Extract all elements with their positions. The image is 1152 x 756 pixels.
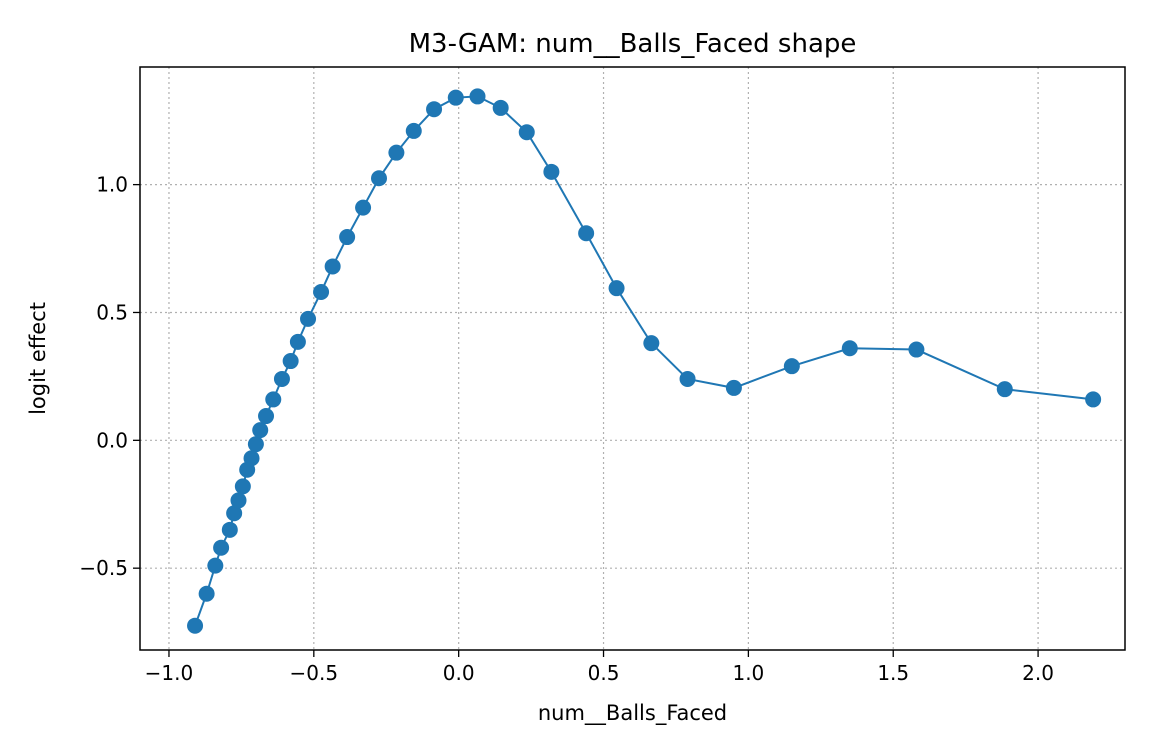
- data-point: [313, 284, 330, 301]
- x-tick-label: 2.0: [1022, 661, 1054, 685]
- data-point: [247, 436, 264, 453]
- grid-layer: [140, 67, 1125, 650]
- data-point: [243, 450, 260, 467]
- data-point: [221, 521, 238, 538]
- y-tick-label: 1.0: [96, 173, 128, 197]
- data-point: [578, 225, 595, 242]
- x-tick-label: 1.0: [732, 661, 764, 685]
- x-tick-label: 1.5: [877, 661, 909, 685]
- data-point: [226, 505, 243, 522]
- data-point: [207, 557, 224, 574]
- data-point: [339, 229, 356, 246]
- data-point: [783, 358, 800, 375]
- data-point: [908, 341, 925, 358]
- data-point: [388, 144, 405, 161]
- data-point: [355, 199, 372, 216]
- data-point: [996, 381, 1013, 398]
- x-tick-label: −0.5: [290, 661, 339, 685]
- data-point: [300, 310, 317, 327]
- data-point: [518, 124, 535, 141]
- data-point: [324, 258, 341, 275]
- data-point: [608, 280, 625, 297]
- data-point: [187, 617, 204, 634]
- data-point: [643, 335, 660, 352]
- tick-layer: −1.0 −0.5 0.0 0.5 1.0 1.5 2.0 −0.5 0.0 0.5 1.0: [79, 173, 1054, 685]
- data-point: [405, 122, 422, 139]
- data-point: [198, 585, 215, 602]
- y-tick-label: 0.5: [96, 300, 128, 324]
- data-point: [234, 478, 251, 495]
- x-tick-label: −1.0: [145, 661, 194, 685]
- data-point: [469, 88, 486, 105]
- data-point: [371, 170, 388, 187]
- data-point: [1085, 391, 1102, 408]
- plot-frame: [139, 66, 1126, 651]
- data-point: [841, 340, 858, 357]
- x-axis-label: num__Balls_Faced: [538, 701, 727, 726]
- series-layer: [187, 88, 1102, 634]
- data-point: [289, 333, 306, 350]
- data-point: [426, 101, 443, 118]
- data-point: [543, 163, 560, 180]
- data-point: [282, 353, 299, 370]
- data-point: [725, 379, 742, 396]
- y-axis-label: logit effect: [26, 302, 50, 415]
- data-point: [213, 539, 230, 556]
- chart-title: M3-GAM: num__Balls_Faced shape: [409, 29, 857, 59]
- y-tick-label: 0.0: [96, 428, 128, 452]
- data-point: [492, 99, 509, 116]
- data-point: [252, 422, 269, 439]
- data-point: [265, 391, 282, 408]
- data-point: [258, 408, 275, 425]
- data-point: [679, 370, 696, 387]
- x-tick-label: 0.0: [443, 661, 475, 685]
- data-point: [230, 492, 247, 509]
- series-line: [194, 95, 1094, 627]
- data-point: [447, 89, 464, 106]
- y-tick-label: −0.5: [79, 556, 128, 580]
- x-tick-label: 0.5: [588, 661, 620, 685]
- data-point: [273, 370, 290, 387]
